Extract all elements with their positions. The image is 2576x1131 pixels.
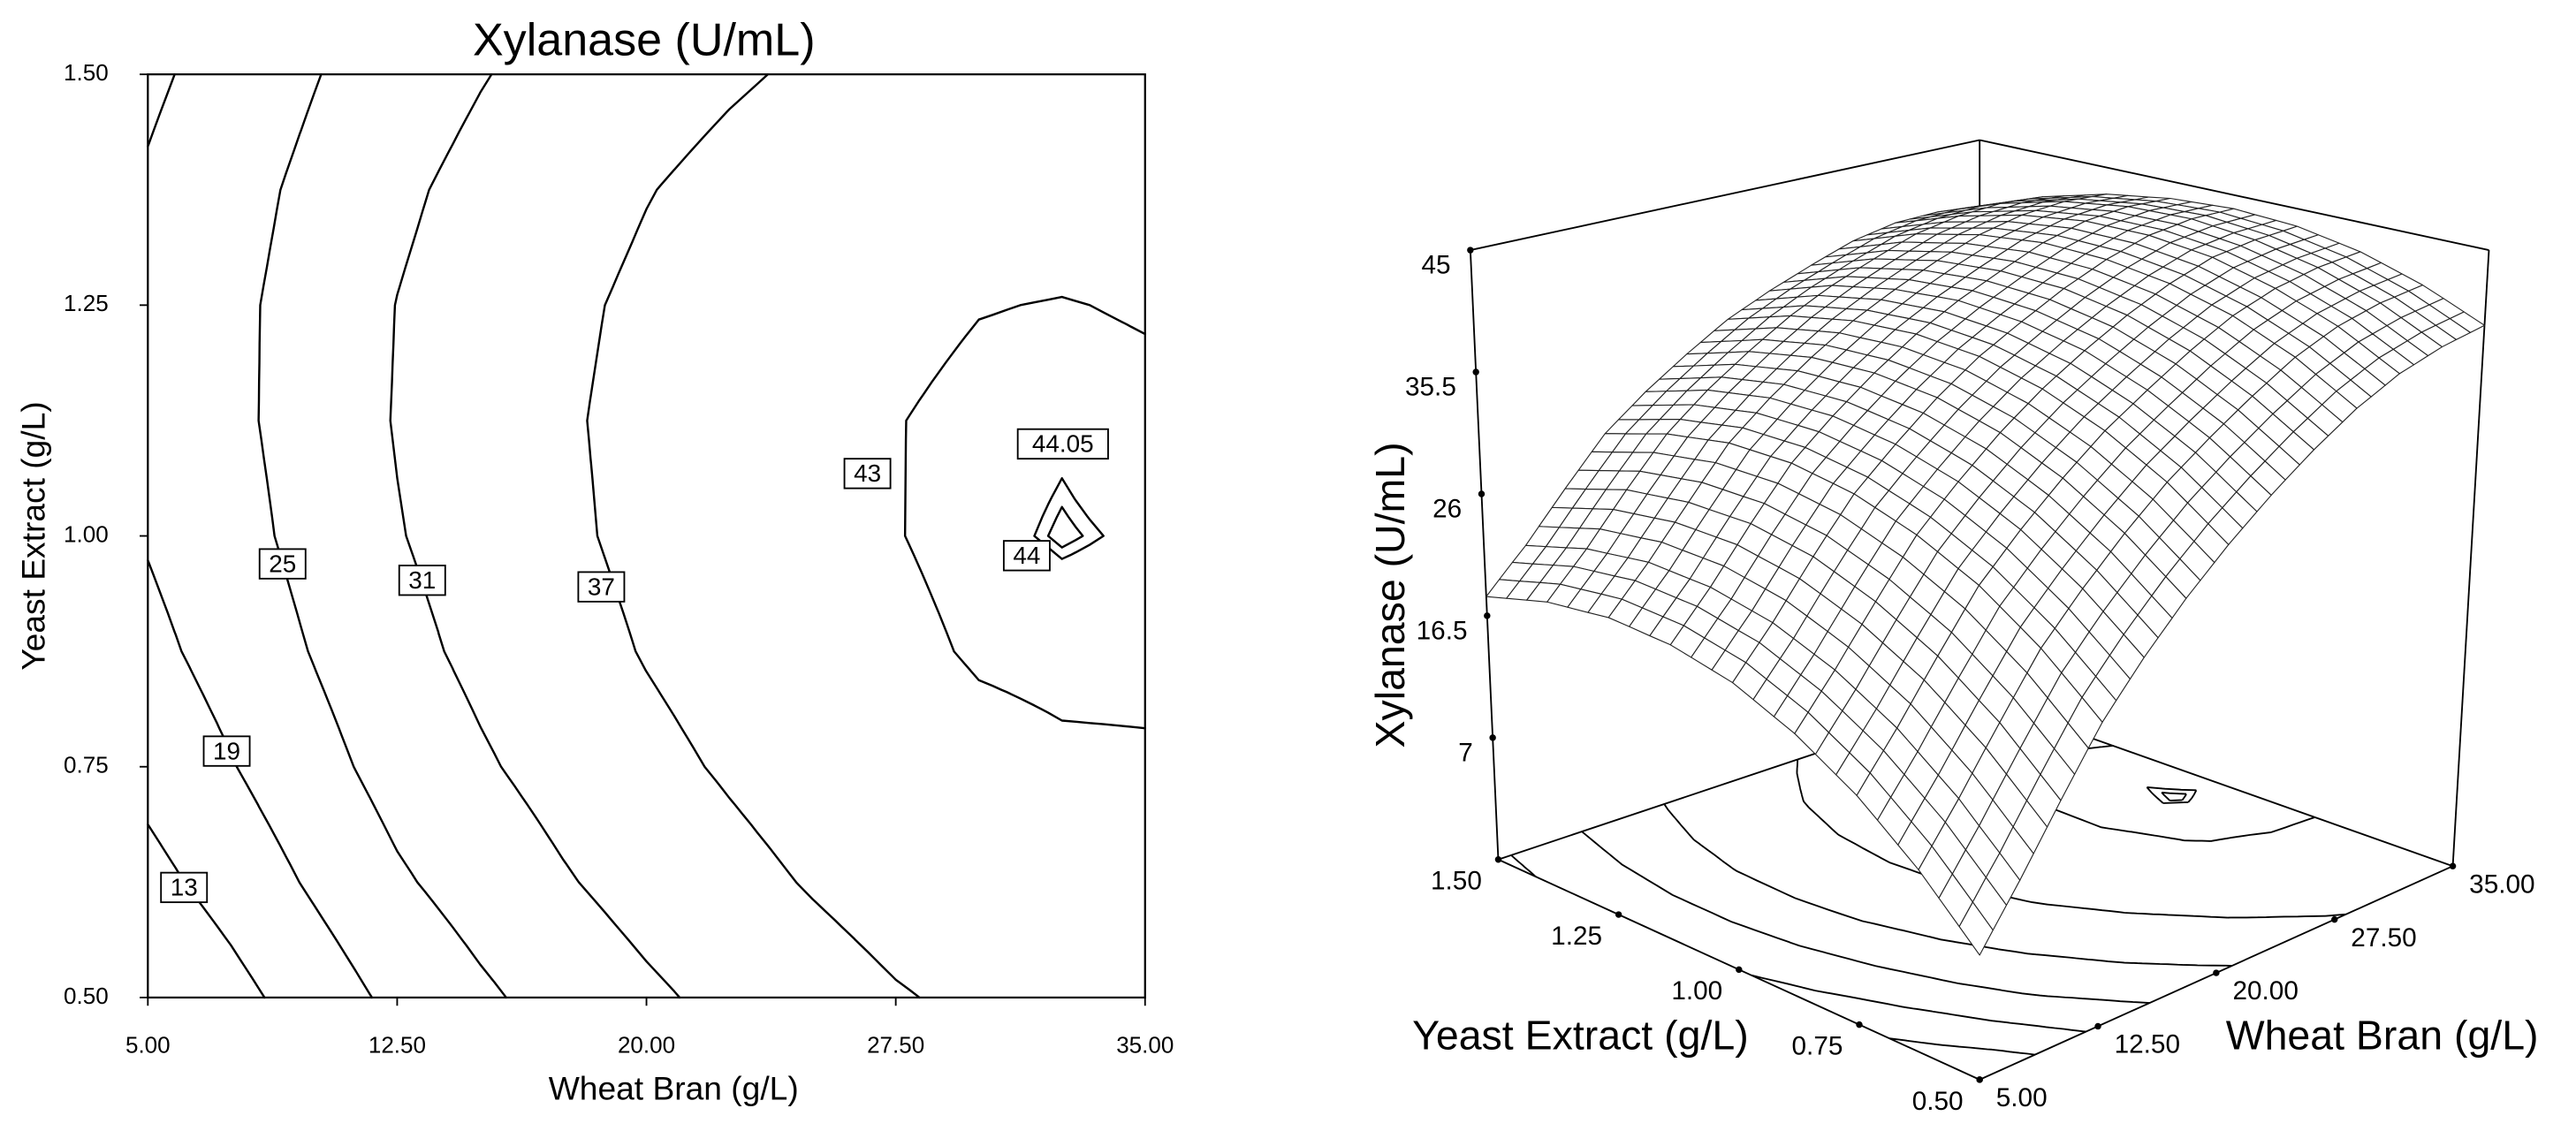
- x-tick-label: 12.50: [2115, 1030, 2180, 1059]
- x-tick-label: 27.50: [867, 1032, 924, 1059]
- z-tick: [1467, 247, 1474, 254]
- box-edge: [2451, 250, 2490, 867]
- z-tick: [1472, 368, 1479, 376]
- x-tick-label: 35.00: [2469, 869, 2534, 899]
- y-tick: [1736, 966, 1743, 974]
- x-tick-label: 20.00: [2232, 976, 2298, 1006]
- y-tick-label: 1.00: [64, 520, 109, 547]
- x-tick-label: 12.50: [369, 1032, 426, 1059]
- z-tick: [1484, 612, 1491, 619]
- x-tick: [2331, 915, 2338, 923]
- floor-contour: [1581, 831, 2150, 1004]
- y-axis-title: Yeast Extract (g/L): [1412, 1013, 1749, 1059]
- contour-label-box: [577, 571, 626, 603]
- box-edge: [1470, 139, 1980, 251]
- contour-label-box: [202, 735, 251, 767]
- floor-contour: [1510, 854, 2086, 1033]
- z-tick-label: 35.5: [1405, 372, 1456, 401]
- z-tick-label: 16.5: [1417, 616, 1468, 645]
- y-tick-label: 0.75: [64, 752, 109, 778]
- x-tick: [2094, 1022, 2101, 1030]
- contour-label: 13: [171, 874, 198, 901]
- floor-contour: [1888, 1037, 2035, 1056]
- x-tick: [2449, 862, 2457, 869]
- contour-label: 43: [854, 459, 881, 487]
- contour-label-box: [843, 458, 892, 490]
- z-tick: [1489, 734, 1496, 741]
- contour-label: 44.05: [1032, 430, 1094, 458]
- x-tick: [2213, 969, 2220, 976]
- z-tick-label: 45: [1421, 251, 1450, 280]
- x-axis-title: Wheat Bran (g/L): [549, 1070, 799, 1107]
- y-tick: [1856, 1021, 1863, 1029]
- x-tick-label: 5.00: [1996, 1083, 2048, 1112]
- surface-patch: [1958, 901, 1994, 956]
- contour-label: 25: [269, 550, 296, 577]
- box-edge: [1979, 139, 2489, 251]
- contour-label: 31: [408, 566, 436, 594]
- y-tick-label: 1.50: [1431, 867, 1482, 896]
- contour-label-box: [1016, 428, 1109, 460]
- y-tick-label: 0.50: [64, 983, 109, 1009]
- y-tick: [1615, 911, 1622, 918]
- y-tick-label: 1.50: [64, 59, 109, 86]
- box-edge: [1469, 250, 1500, 860]
- x-tick-label: 27.50: [2351, 923, 2416, 953]
- y-tick-label: 1.25: [1551, 922, 1602, 951]
- z-tick: [1478, 490, 1486, 497]
- y-tick-label: 1.25: [64, 290, 109, 316]
- x-tick-label: 20.00: [618, 1032, 675, 1059]
- z-tick-label: 7: [1458, 738, 1473, 767]
- x-tick-label: 5.00: [125, 1032, 171, 1059]
- y-axis-title: Yeast Extract (g/L): [15, 401, 52, 670]
- chart-title: Xylanase (U/mL): [473, 15, 816, 66]
- contour-label: 44: [1013, 542, 1040, 569]
- floor-contour: [2161, 791, 2187, 801]
- y-tick: [1494, 856, 1502, 863]
- z-tick-label: 26: [1432, 494, 1462, 523]
- contour-label-box: [1002, 540, 1051, 572]
- z-axis-title: Xylanase (U/mL): [1367, 442, 1413, 748]
- floor-contour: [2146, 786, 2198, 804]
- x-axis-title: Wheat Bran (g/L): [2226, 1013, 2539, 1059]
- contour-line: [903, 295, 1146, 730]
- contour-label-box: [398, 565, 446, 596]
- contour-line: [389, 72, 681, 999]
- contour-line: [1046, 505, 1084, 549]
- contour-line: [257, 72, 507, 999]
- x-tick-label: 35.00: [1116, 1032, 1174, 1059]
- contour-label-box: [160, 871, 209, 904]
- x-tick: [1976, 1076, 1983, 1083]
- contour-label-box: [258, 548, 307, 580]
- contour-label: 37: [588, 573, 615, 600]
- y-tick-label: 1.00: [1671, 976, 1722, 1006]
- y-tick-label: 0.50: [1912, 1087, 1964, 1116]
- contour-label: 19: [213, 737, 240, 764]
- y-tick-label: 0.75: [1792, 1031, 1843, 1060]
